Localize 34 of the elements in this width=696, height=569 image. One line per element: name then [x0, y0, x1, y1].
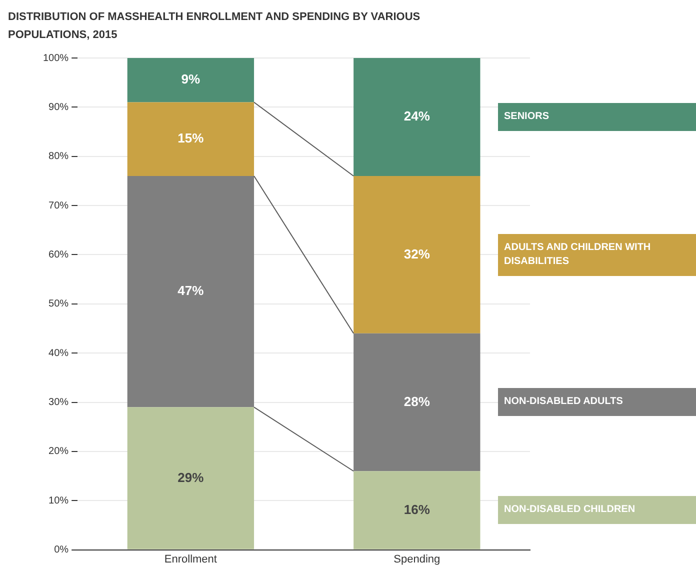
bar [127, 102, 254, 176]
legend-label-box: ADULTS AND CHILDREN WITH DISABILITIES [498, 234, 696, 276]
chart-title: DISTRIBUTION OF MASSHEALTH ENROLLMENT AND SPENDING BY VARIOUS POPULATIONS, 2015 [8, 10, 422, 43]
x-tick-label: Spending [394, 553, 440, 566]
y-tick-label: 80% [48, 151, 69, 162]
x-tick-label: Enrollment [164, 553, 217, 566]
data-label: 9% [181, 72, 201, 87]
y-tick-label: 40% [48, 348, 69, 359]
legend-label-box: NON-DISABLED ADULTS [498, 388, 696, 416]
bar [354, 333, 480, 472]
data-label: 29% [178, 470, 204, 485]
data-label: 16% [404, 502, 430, 517]
y-tick-label: 10% [48, 495, 69, 506]
bar [127, 176, 254, 408]
data-label: 28% [404, 394, 430, 409]
y-tick-label: 70% [48, 200, 69, 212]
data-label: 32% [404, 246, 430, 262]
y-tick-label: 50% [48, 298, 69, 310]
data-label: 47% [178, 283, 204, 298]
y-tick-label: 60% [48, 249, 69, 260]
legend-label-box: SENIORS [498, 103, 696, 132]
y-tick-label: 90% [48, 102, 69, 113]
bar [354, 471, 480, 550]
bar [127, 407, 254, 550]
data-label: 24% [404, 108, 430, 124]
y-tick-label: 30% [48, 397, 69, 408]
bar [127, 58, 254, 102]
y-tick-label: 20% [48, 446, 69, 458]
bar [354, 176, 480, 334]
y-tick-label: 100% [43, 52, 69, 64]
bar [354, 58, 480, 176]
data-label: 15% [178, 130, 204, 146]
y-tick-label: 0% [54, 544, 69, 556]
legend-label-box: NON-DISABLED CHILDREN [498, 496, 696, 524]
